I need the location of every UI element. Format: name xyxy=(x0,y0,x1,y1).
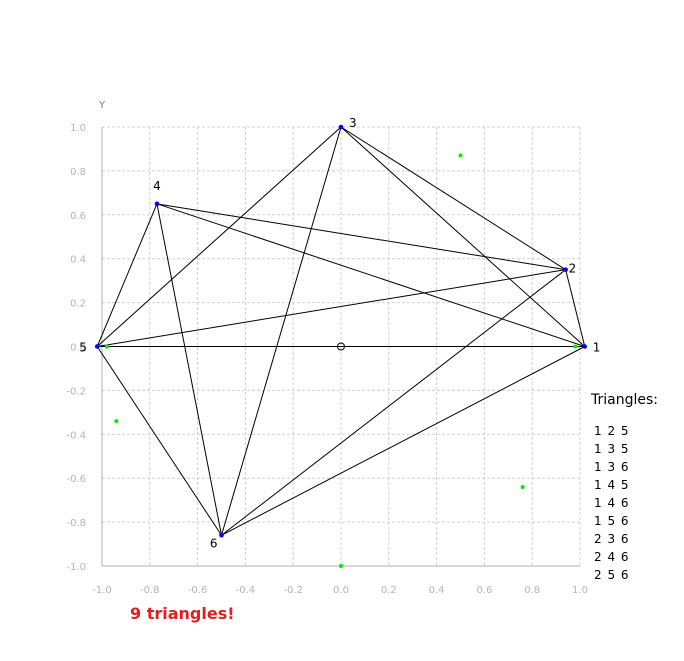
x-tick-label: 0.0 xyxy=(333,585,349,596)
vertex-1 xyxy=(582,344,588,349)
graph-edges xyxy=(96,126,586,536)
y-tick-label: 0.2 xyxy=(70,299,86,310)
triangle-item: 1 3 6 xyxy=(594,460,630,474)
x-tick-label: -1.0 xyxy=(92,585,112,596)
green-point xyxy=(339,564,343,568)
edge-2-6 xyxy=(221,269,566,536)
y-tick-label: 1.0 xyxy=(70,123,86,134)
vertex-2 xyxy=(563,267,568,272)
triangles-panel: Triangles: 1 2 5 1 3 5 1 3 6 1 4 5 1 4 6 1 5 … xyxy=(591,392,681,584)
x-tick-label: 0.8 xyxy=(524,585,540,596)
triangle-item: 1 2 5 xyxy=(594,424,630,438)
x-tick-label: 0.2 xyxy=(381,585,397,596)
vertex-label-1: 1 xyxy=(593,341,601,355)
green-point xyxy=(458,153,463,158)
triangle-item: 2 3 6 xyxy=(594,532,630,546)
edge-5-6 xyxy=(96,346,222,536)
edge-2-4 xyxy=(156,203,566,271)
edge-4-6 xyxy=(156,203,222,536)
y-tick-label: 0.8 xyxy=(70,167,86,178)
graph-labels: 1 2 3 4 5 6 xyxy=(79,116,600,550)
edge-1-3 xyxy=(340,126,586,347)
y-tick-label: 0.0 xyxy=(70,343,86,354)
vertex-4 xyxy=(154,201,160,207)
triangle-item: 1 5 6 xyxy=(594,514,630,528)
edge-2-5 xyxy=(97,269,566,347)
edge-1-6 xyxy=(221,346,586,536)
triangle-item: 1 4 6 xyxy=(594,496,630,510)
graph-markers xyxy=(94,124,588,568)
x-tick-label: -0.4 xyxy=(236,585,256,596)
triangle-count-summary: 9 triangles! xyxy=(130,604,235,623)
x-tick-label: -0.8 xyxy=(140,585,160,596)
green-point xyxy=(573,344,578,349)
vertex-label-6: 6 xyxy=(210,536,218,550)
y-tick-label: -0.6 xyxy=(66,474,86,485)
vertex-6 xyxy=(219,532,224,538)
edge-2-3 xyxy=(340,126,566,271)
y-tick-label: -0.2 xyxy=(66,386,86,397)
y-tick-label: 0.6 xyxy=(70,211,86,222)
edge-3-6 xyxy=(221,126,342,536)
y-axis-label: Y xyxy=(98,100,106,111)
triangle-item: 1 3 5 xyxy=(594,442,630,456)
green-point xyxy=(520,484,525,489)
triangles-list: 1 2 5 1 3 5 1 3 6 1 4 5 1 4 6 1 5 6 2 3 6 2 4 6… xyxy=(591,422,681,584)
vertex-label-4: 4 xyxy=(153,179,161,193)
y-tick-label: -1.0 xyxy=(66,562,86,573)
edge-1-2 xyxy=(565,269,586,347)
x-tick-label: 0.4 xyxy=(429,585,445,596)
edge-4-5 xyxy=(96,203,158,347)
vertex-5 xyxy=(94,344,100,349)
triangle-item: 2 4 6 xyxy=(594,550,630,564)
x-tick-label: -0.6 xyxy=(188,585,208,596)
x-tick-label: -0.2 xyxy=(283,585,303,596)
vertex-3 xyxy=(338,124,344,130)
y-tick-label: -0.8 xyxy=(66,518,86,529)
vertex-label-3: 3 xyxy=(349,116,357,130)
x-tick-label: 0.6 xyxy=(476,585,492,596)
green-point xyxy=(114,419,119,424)
y-tick-label: 0.4 xyxy=(70,255,86,266)
y-tick-label: -0.4 xyxy=(66,430,86,441)
vertex-label-2: 2 xyxy=(569,262,577,276)
origin-marker xyxy=(337,342,345,351)
vertex-label-5: 5 xyxy=(79,341,87,355)
green-point xyxy=(104,344,109,349)
edge-3-5 xyxy=(96,126,342,347)
edge-1-4 xyxy=(156,203,585,347)
triangle-item: 1 4 5 xyxy=(594,478,630,492)
triangle-item: 2 5 6 xyxy=(594,568,630,582)
triangles-title: Triangles: xyxy=(591,392,658,408)
x-tick-label: 1.0 xyxy=(572,585,588,596)
